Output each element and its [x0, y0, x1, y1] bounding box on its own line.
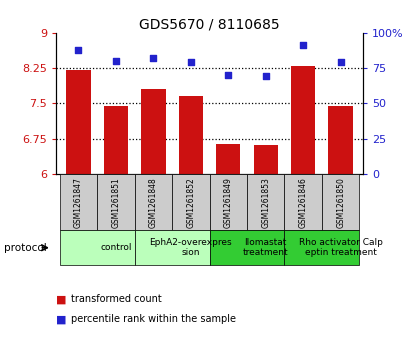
Bar — [179, 96, 203, 174]
Text: GSM1261852: GSM1261852 — [186, 177, 195, 228]
Bar — [141, 89, 166, 174]
Title: GDS5670 / 8110685: GDS5670 / 8110685 — [139, 17, 280, 32]
Text: GSM1261849: GSM1261849 — [224, 177, 233, 228]
Bar — [284, 231, 359, 265]
Point — [188, 60, 194, 65]
Text: GSM1261851: GSM1261851 — [112, 177, 120, 228]
Text: GSM1261847: GSM1261847 — [74, 177, 83, 228]
Text: EphA2-overexpres
sion: EphA2-overexpres sion — [149, 238, 232, 257]
Bar — [135, 174, 172, 231]
Bar — [135, 231, 210, 265]
Point — [112, 58, 119, 64]
Bar — [329, 106, 353, 174]
Point — [337, 60, 344, 65]
Text: GSM1261853: GSM1261853 — [261, 177, 270, 228]
Bar — [97, 174, 135, 231]
Bar — [216, 144, 240, 174]
Bar — [60, 231, 135, 265]
Text: protocol: protocol — [4, 243, 47, 253]
Bar — [60, 174, 97, 231]
Text: percentile rank within the sample: percentile rank within the sample — [71, 314, 236, 325]
Bar — [291, 66, 315, 174]
Bar — [322, 174, 359, 231]
Text: ■: ■ — [56, 294, 66, 305]
Text: control: control — [100, 243, 132, 252]
Point — [150, 55, 157, 61]
Text: GSM1261846: GSM1261846 — [299, 177, 308, 228]
Text: GSM1261850: GSM1261850 — [336, 177, 345, 228]
Bar — [172, 174, 210, 231]
Text: transformed count: transformed count — [71, 294, 161, 305]
Bar — [247, 174, 284, 231]
Point — [75, 47, 82, 53]
Text: ■: ■ — [56, 314, 66, 325]
Bar — [210, 174, 247, 231]
Point — [262, 74, 269, 79]
Point — [300, 42, 307, 48]
Bar — [104, 106, 128, 174]
Bar — [254, 145, 278, 174]
Text: GSM1261848: GSM1261848 — [149, 177, 158, 228]
Bar — [284, 174, 322, 231]
Bar — [66, 70, 90, 174]
Text: Ilomastat
treatment: Ilomastat treatment — [243, 238, 288, 257]
Bar — [210, 231, 284, 265]
Point — [225, 72, 232, 78]
Text: Rho activator Calp
eptin treatment: Rho activator Calp eptin treatment — [299, 238, 383, 257]
